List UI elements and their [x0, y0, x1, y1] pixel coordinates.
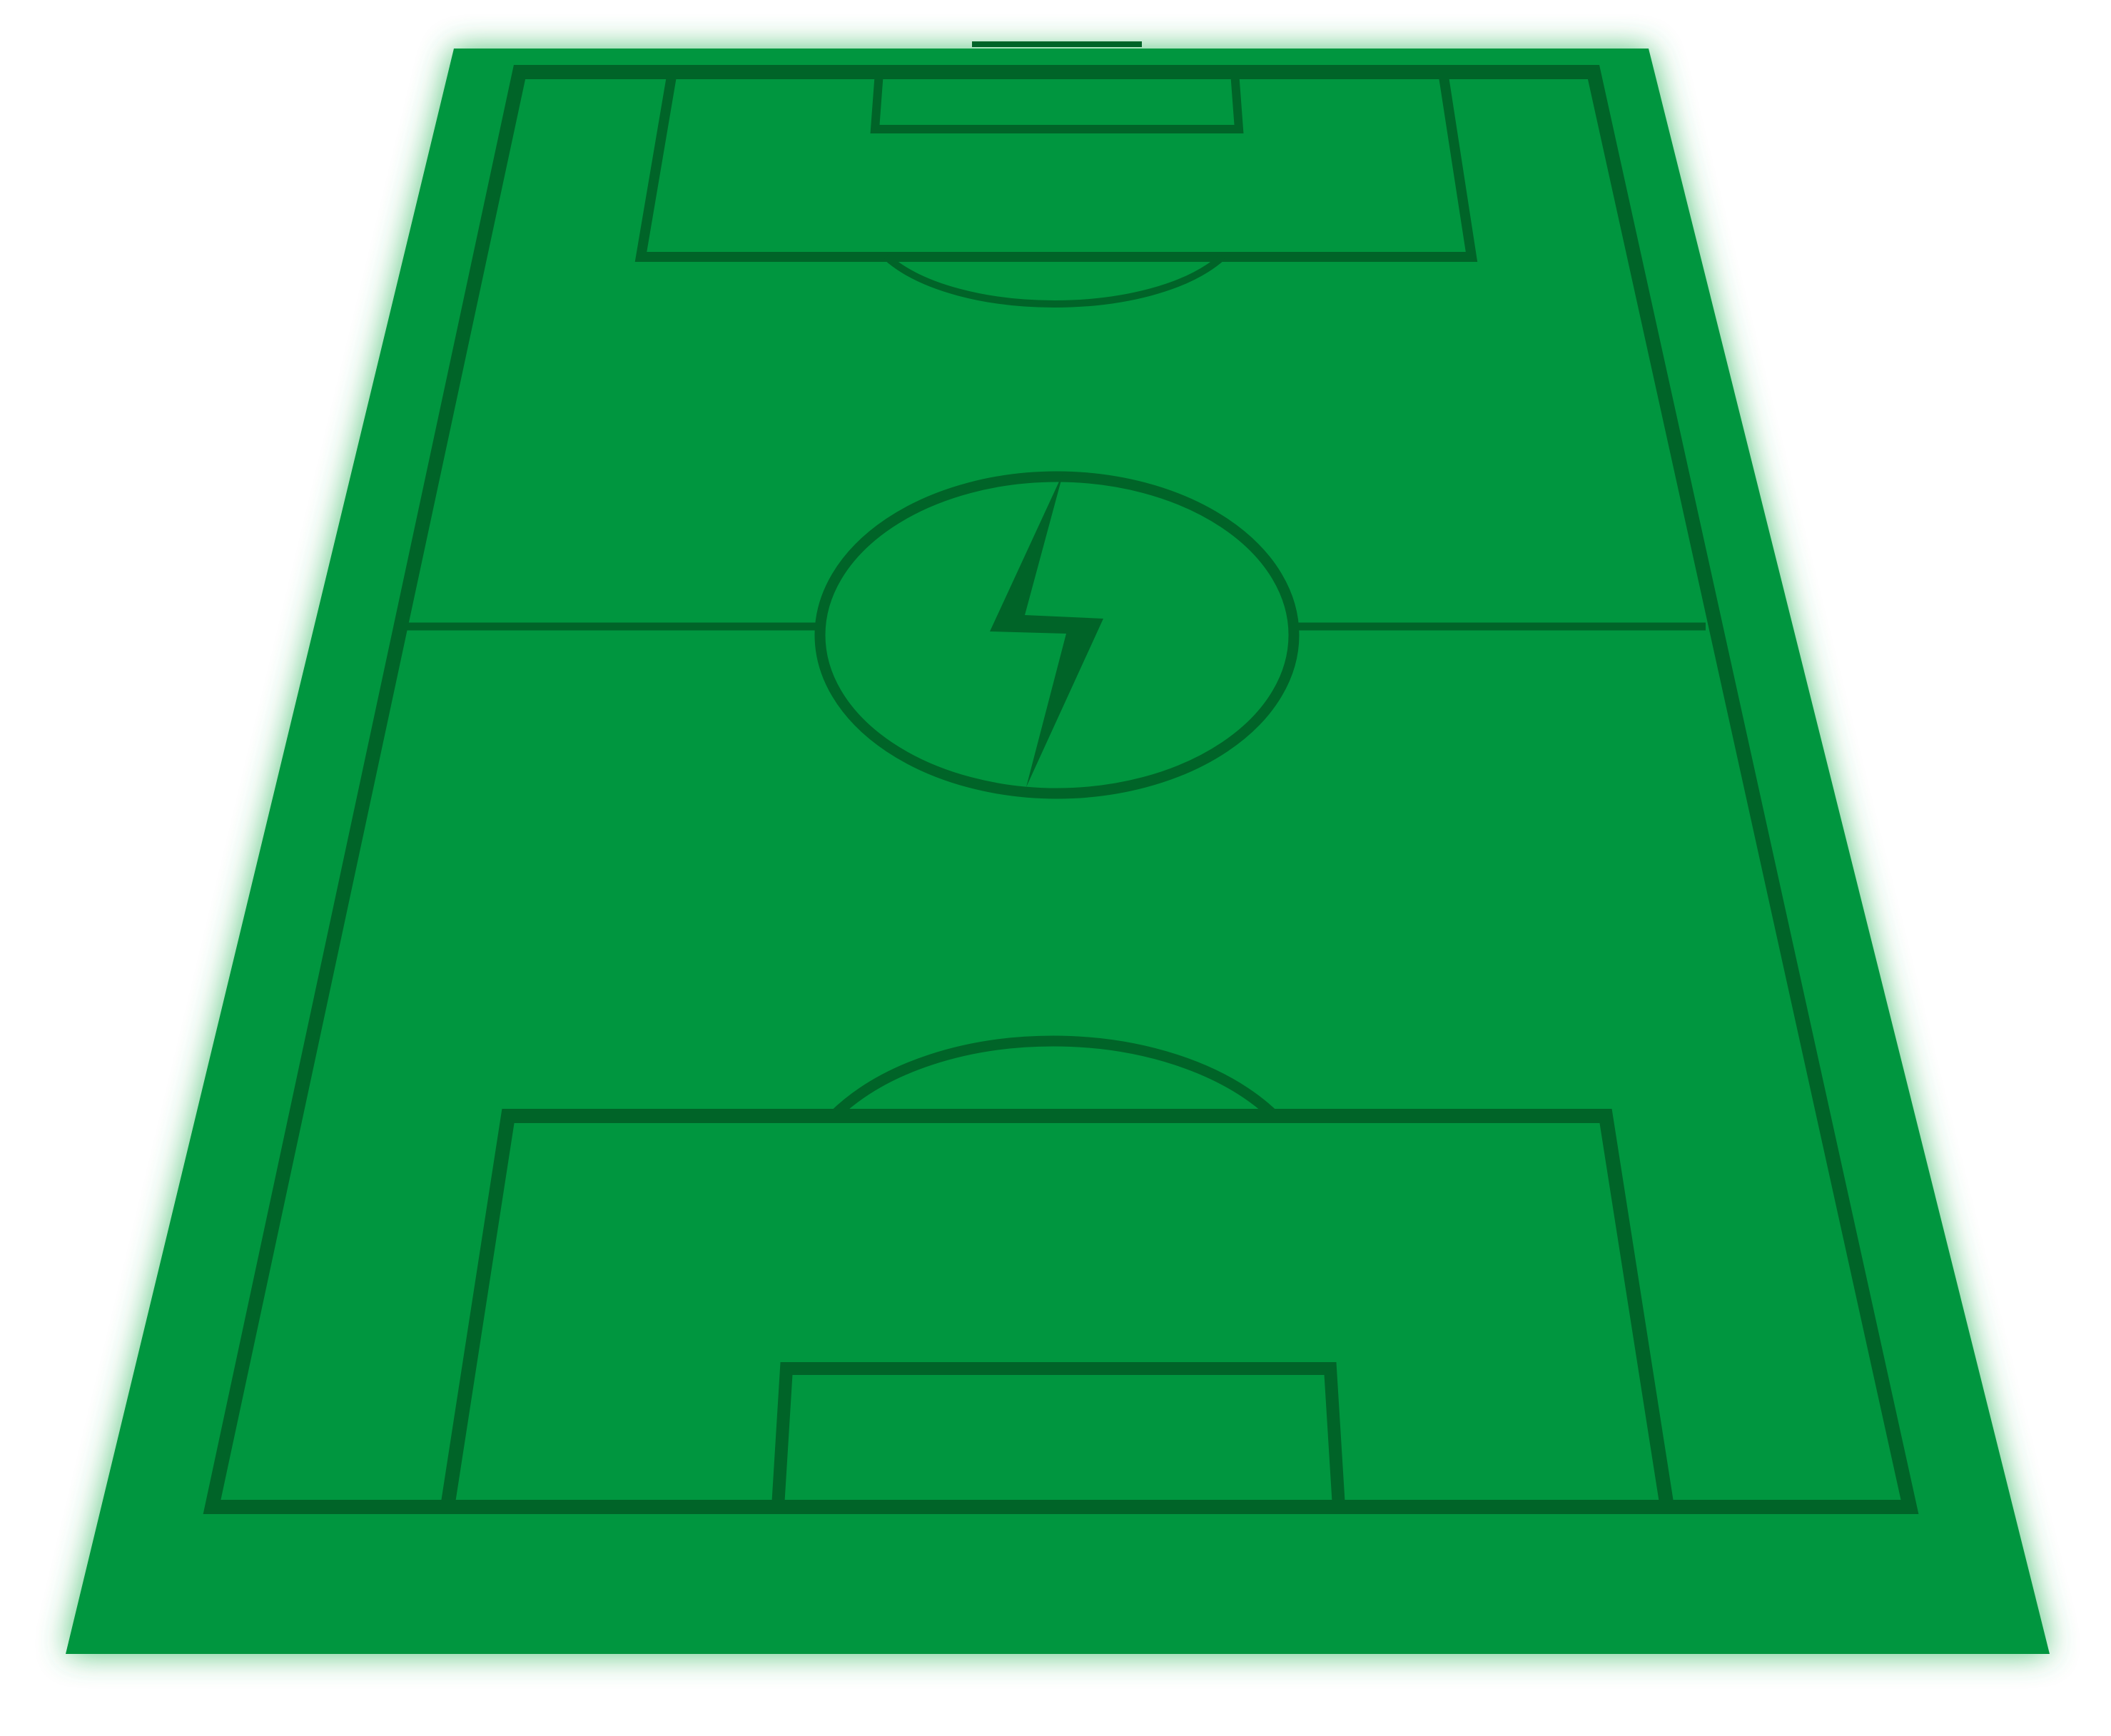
near-penalty-arc	[829, 1035, 1279, 1120]
far-penalty-area	[634, 71, 1478, 262]
far-goal-area	[870, 71, 1244, 133]
near-penalty-area	[440, 1109, 1674, 1508]
far-penalty-arc	[884, 254, 1225, 308]
pitch-turf	[66, 49, 2050, 1654]
near-goal-area	[771, 1362, 1345, 1508]
lightning-bolt-icon	[990, 472, 1103, 787]
center-circle	[814, 471, 1300, 799]
